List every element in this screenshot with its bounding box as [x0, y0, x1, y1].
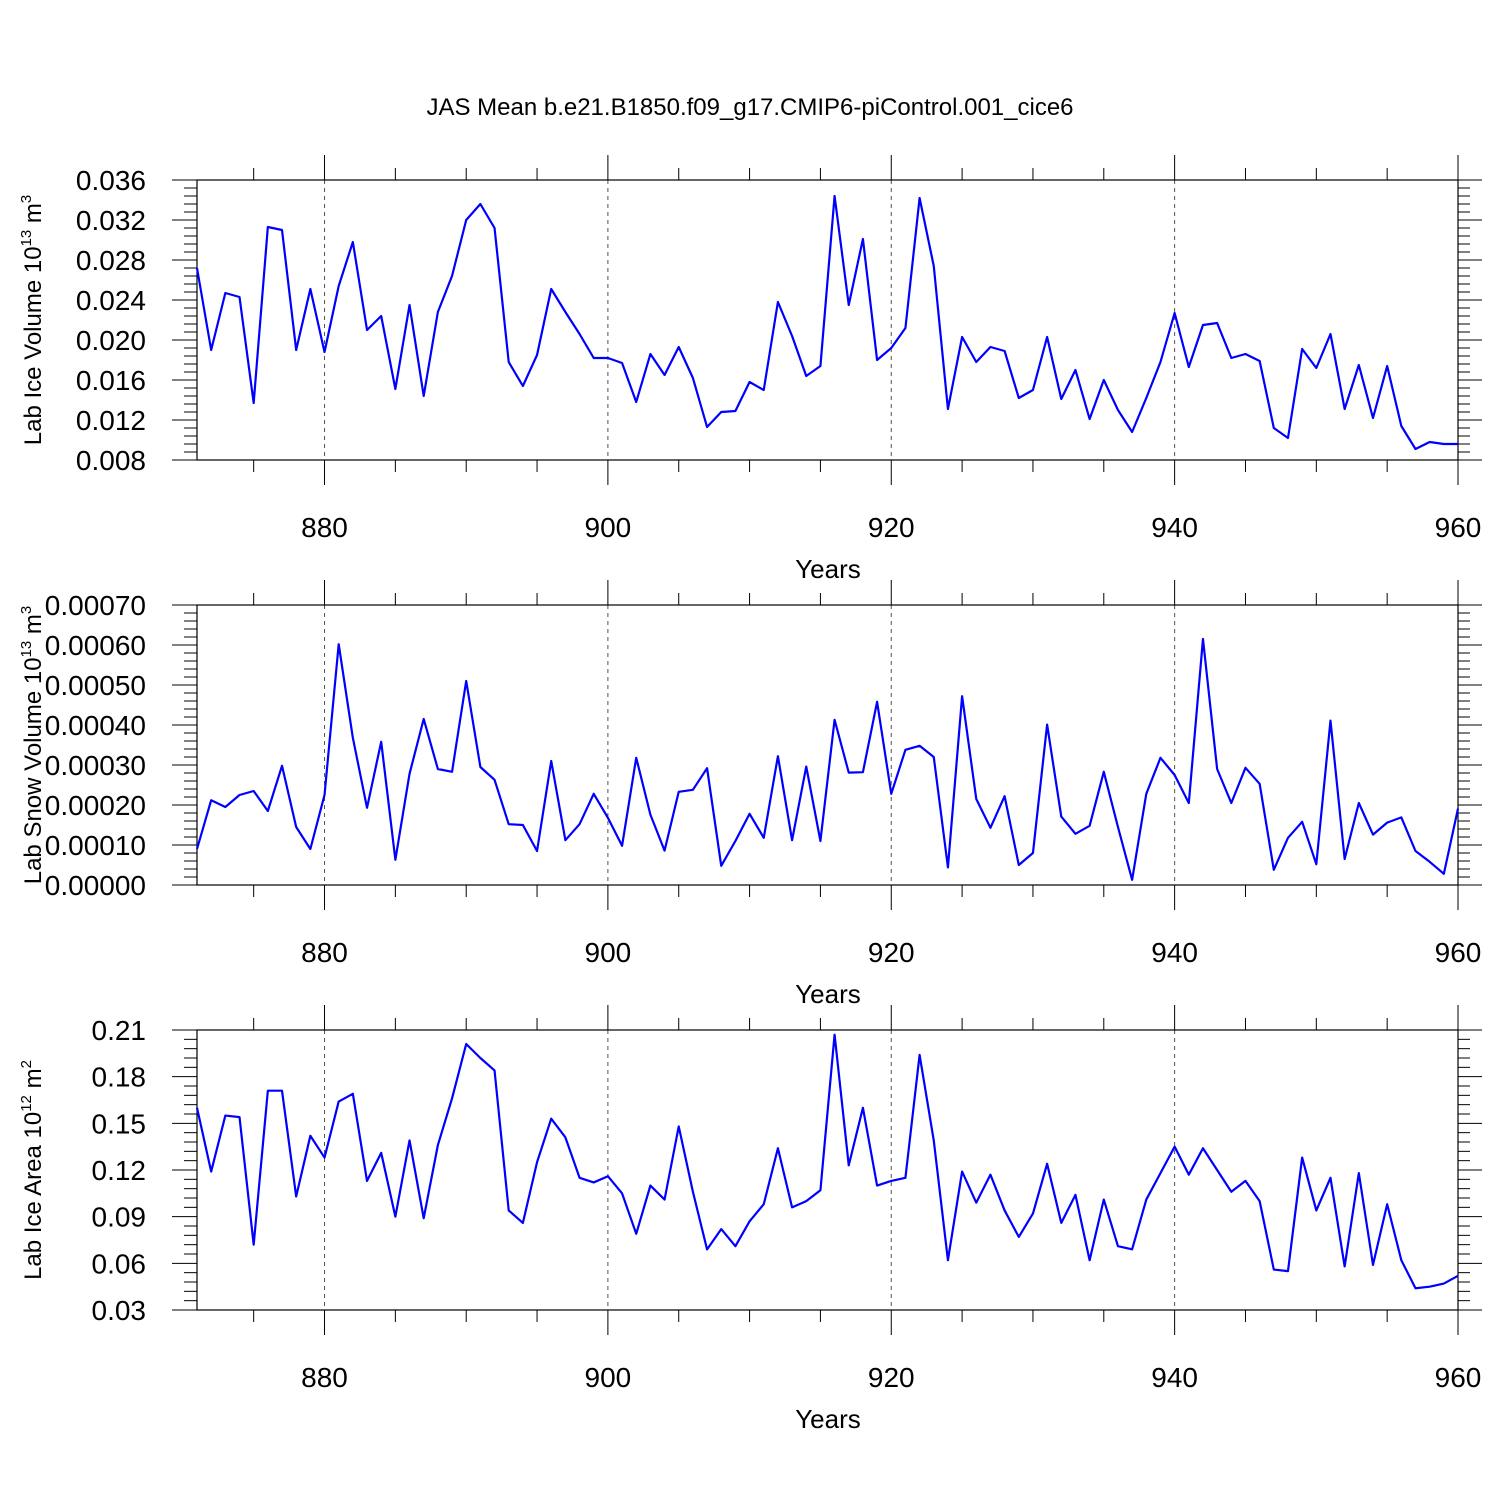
x-tick-label: 880 [301, 512, 348, 543]
y-tick-label: 0.00050 [45, 670, 146, 701]
x-tick-label: 900 [585, 512, 632, 543]
y-axis-label: Lab Snow Volume 1013 m3 [18, 606, 47, 885]
y-tick-label: 0.03 [92, 1295, 147, 1326]
y-tick-label: 0.012 [76, 405, 146, 436]
plot-frame [196, 179, 1459, 461]
x-axis-label: Years [795, 1404, 861, 1434]
x-tick-label: 880 [301, 1362, 348, 1393]
y-tick-label: 0.008 [76, 445, 146, 476]
y-tick-label: 0.21 [92, 1015, 147, 1046]
y-tick-label: 0.00010 [45, 830, 146, 861]
y-tick-label: 0.00020 [45, 790, 146, 821]
figure-title: JAS Mean b.e21.B1850.f09_g17.CMIP6-piCon… [426, 94, 1073, 121]
series-line [195, 194, 1458, 451]
y-tick-label: 0.032 [76, 205, 146, 236]
y-tick-label: 0.028 [76, 245, 146, 276]
y-tick-label: 0.06 [92, 1248, 147, 1279]
x-tick-label: 880 [301, 937, 348, 968]
y-tick-label: 0.024 [76, 285, 146, 316]
x-tick-label: 920 [868, 512, 915, 543]
panel-2: 0.00000 0.00010 0.00020 0.00030 0.00040 0.000… [18, 580, 1482, 1009]
x-tick-label: 960 [1435, 512, 1482, 543]
y-tick-label: 0.00000 [45, 870, 146, 901]
y-axis-label: Lab Ice Area 1012 m2 [18, 1060, 47, 1280]
plot-frame [196, 604, 1459, 886]
y-tick-label: 0.00070 [45, 590, 146, 621]
y-tick-label: 0.15 [92, 1108, 147, 1139]
panel-3: 0.03 0.06 0.09 0.12 0.15 0.18 0.21 880 900 920 940… [18, 1005, 1482, 1434]
series-line [195, 1033, 1459, 1290]
panels: 0.008 0.012 0.016 0.020 0.024 0.028 0.032 0.036… [18, 155, 1482, 1434]
y-tick-label: 0.020 [76, 325, 146, 356]
x-tick-label: 920 [868, 937, 915, 968]
x-tick-label: 960 [1435, 1362, 1482, 1393]
x-tick-label: 900 [585, 937, 632, 968]
x-tick-label: 920 [868, 1362, 915, 1393]
y-tick-label: 0.00030 [45, 750, 146, 781]
y-tick-label: 0.016 [76, 365, 146, 396]
x-tick-label: 940 [1151, 1362, 1198, 1393]
x-tick-label: 960 [1435, 937, 1482, 968]
x-tick-label: 940 [1151, 512, 1198, 543]
y-tick-label: 0.00040 [45, 710, 146, 741]
y-tick-label: 0.00060 [45, 630, 146, 661]
x-tick-label: 900 [585, 1362, 632, 1393]
x-axis-label: Years [795, 979, 861, 1009]
x-tick-label: 940 [1151, 937, 1198, 968]
y-axis-label: Lab Ice Volume 1013 m3 [18, 195, 47, 446]
y-tick-label: 0.18 [92, 1062, 147, 1093]
y-tick-label: 0.09 [92, 1202, 147, 1233]
panel-1: 0.008 0.012 0.016 0.020 0.024 0.028 0.032 0.036… [18, 155, 1482, 584]
y-tick-label: 0.12 [92, 1155, 147, 1186]
y-tick-label: 0.036 [76, 165, 146, 196]
series-line [195, 637, 1460, 881]
x-axis-label: Years [795, 554, 861, 584]
